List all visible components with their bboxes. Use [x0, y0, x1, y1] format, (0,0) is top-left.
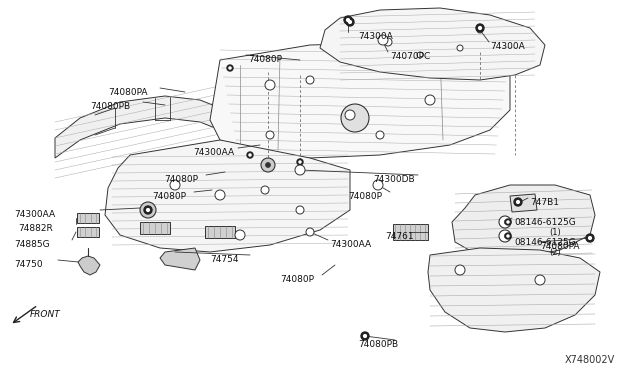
Circle shape [229, 67, 231, 69]
Circle shape [349, 20, 351, 23]
Circle shape [144, 206, 152, 214]
Text: (2): (2) [549, 248, 561, 257]
Circle shape [306, 228, 314, 236]
Text: 74300AA: 74300AA [193, 148, 234, 157]
Circle shape [505, 233, 511, 239]
Circle shape [499, 230, 511, 242]
Circle shape [514, 198, 522, 206]
Polygon shape [452, 185, 595, 258]
Text: 74750: 74750 [14, 260, 43, 269]
Circle shape [457, 45, 463, 51]
Circle shape [499, 216, 511, 228]
Circle shape [346, 18, 354, 26]
Text: 74754: 74754 [210, 255, 239, 264]
Circle shape [215, 190, 225, 200]
Circle shape [299, 161, 301, 163]
Circle shape [341, 104, 369, 132]
Text: 74300DB: 74300DB [373, 175, 415, 184]
Text: 74080P: 74080P [152, 192, 186, 201]
Text: 74300A: 74300A [358, 32, 393, 41]
Circle shape [297, 159, 303, 165]
Polygon shape [392, 224, 428, 240]
Text: 74080PB: 74080PB [90, 102, 130, 111]
Circle shape [384, 38, 392, 46]
Circle shape [345, 110, 355, 120]
Polygon shape [428, 248, 600, 332]
Circle shape [235, 230, 245, 240]
Polygon shape [77, 227, 99, 237]
Text: 74080P: 74080P [280, 275, 314, 284]
Text: 08146-6125G: 08146-6125G [514, 238, 576, 247]
Circle shape [376, 131, 384, 139]
Text: 74080PA: 74080PA [540, 242, 579, 251]
Text: 74882R: 74882R [18, 224, 52, 233]
Circle shape [507, 221, 509, 223]
Polygon shape [78, 256, 100, 275]
Circle shape [145, 207, 151, 213]
Circle shape [261, 158, 275, 172]
Circle shape [378, 35, 388, 45]
Circle shape [247, 152, 253, 158]
Circle shape [140, 202, 156, 218]
Circle shape [589, 237, 591, 240]
Text: 74070PC: 74070PC [390, 52, 430, 61]
Polygon shape [205, 226, 235, 238]
Polygon shape [510, 194, 537, 212]
Circle shape [586, 234, 594, 242]
Circle shape [295, 165, 305, 175]
Text: (1): (1) [549, 228, 561, 237]
Circle shape [476, 24, 484, 32]
Circle shape [265, 80, 275, 90]
Circle shape [344, 16, 352, 24]
Circle shape [364, 334, 366, 337]
Circle shape [306, 76, 314, 84]
Polygon shape [140, 222, 170, 234]
Circle shape [361, 332, 369, 340]
Circle shape [535, 275, 545, 285]
Text: 08146-6125G: 08146-6125G [514, 218, 576, 227]
Polygon shape [210, 42, 510, 158]
Circle shape [347, 19, 349, 22]
Polygon shape [160, 248, 200, 270]
Text: 74300AA: 74300AA [14, 210, 55, 219]
Text: 74300A: 74300A [490, 42, 525, 51]
Circle shape [266, 163, 271, 167]
Polygon shape [55, 96, 238, 158]
Circle shape [505, 219, 511, 225]
Text: 74761: 74761 [385, 232, 413, 241]
Circle shape [249, 154, 251, 156]
Circle shape [373, 180, 383, 190]
Text: B: B [503, 219, 507, 224]
Circle shape [455, 265, 465, 275]
Text: 74300AA: 74300AA [330, 240, 371, 249]
Circle shape [170, 180, 180, 190]
Circle shape [477, 27, 483, 33]
Circle shape [425, 95, 435, 105]
Text: 74080PB: 74080PB [358, 340, 398, 349]
Circle shape [296, 206, 304, 214]
Text: 74080PA: 74080PA [108, 88, 147, 97]
Text: X748002V: X748002V [565, 355, 615, 365]
Circle shape [516, 201, 520, 203]
Circle shape [507, 235, 509, 237]
Circle shape [227, 65, 233, 71]
Circle shape [261, 186, 269, 194]
Text: 74080P: 74080P [164, 175, 198, 184]
Polygon shape [320, 8, 545, 80]
Circle shape [266, 131, 274, 139]
Polygon shape [105, 140, 350, 252]
Text: 74080P: 74080P [348, 192, 382, 201]
Circle shape [479, 27, 481, 29]
Text: 74885G: 74885G [14, 240, 50, 249]
Text: 74080P: 74080P [248, 55, 282, 64]
Text: B: B [503, 234, 507, 238]
Polygon shape [77, 213, 99, 223]
Circle shape [417, 52, 423, 58]
Text: FRONT: FRONT [30, 310, 61, 319]
Text: 747B1: 747B1 [530, 198, 559, 207]
Circle shape [147, 209, 149, 211]
